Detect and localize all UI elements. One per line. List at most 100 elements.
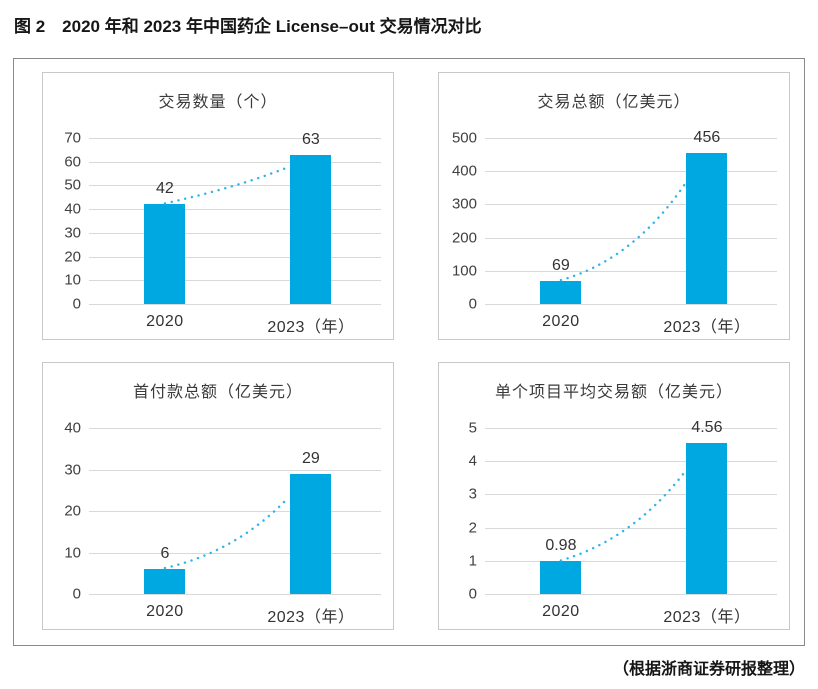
gridline — [89, 185, 381, 187]
bar-2023 — [686, 152, 728, 304]
trend-dotted-line — [163, 165, 290, 205]
x-axis: 2020 2023（年） — [89, 603, 381, 626]
gridline — [485, 428, 777, 429]
bar-2020 — [144, 204, 186, 304]
y-tick-label: 500 — [451, 129, 477, 147]
x-axis: 2020 2023（年） — [485, 603, 777, 626]
x-tick-label: 2023（年） — [663, 609, 751, 626]
bar-2020 — [540, 281, 582, 304]
x-axis: 2020 2023（年） — [89, 313, 381, 336]
plot-area: 0.98 4.56 — [485, 419, 777, 595]
gridline — [485, 494, 777, 496]
gridline — [485, 171, 777, 173]
gridline — [485, 270, 777, 272]
chart-title: 首付款总额（亿美元） — [132, 384, 303, 401]
gridline — [485, 461, 777, 463]
data-label: 63 — [302, 130, 320, 148]
y-axis: 0 10 20 30 40 50 60 70 — [43, 130, 89, 313]
y-tick-label: 10 — [64, 544, 81, 561]
gridline — [89, 594, 381, 595]
source-note: （根据浙商证券研报整理） — [612, 661, 805, 678]
x-tick-label: 2020 — [542, 603, 580, 620]
y-tick-label: 300 — [451, 195, 477, 213]
gridline — [485, 594, 777, 595]
y-axis: 0 1 2 3 4 5 — [439, 420, 485, 603]
gridline — [89, 280, 381, 282]
x-axis: 2020 2023（年） — [485, 313, 777, 336]
figure-border-box: 交易数量（个） 0 10 20 30 40 50 60 70 42 63 2020 2023（年）… — [13, 58, 805, 646]
bar-2020 — [144, 569, 186, 594]
data-label: 4.56 — [691, 418, 723, 436]
chart-title: 单个项目平均交易额（亿美元） — [494, 384, 733, 401]
figure-caption: 图 2 2020 年和 2023 年中国药企 License–out 交易情况对… — [14, 17, 482, 36]
chart-title: 交易总额（亿美元） — [537, 94, 691, 111]
y-tick-label: 20 — [64, 502, 81, 520]
y-tick-label: 0 — [72, 585, 81, 603]
x-tick-label: 2020 — [542, 313, 580, 330]
y-tick-label: 70 — [64, 129, 81, 147]
gridline — [89, 511, 381, 512]
data-label: 456 — [693, 128, 721, 146]
chart-body: 0 1 2 3 4 5 0.98 4.56 — [439, 419, 789, 603]
plot-area: 69 456 — [485, 129, 777, 305]
data-label: 29 — [302, 449, 320, 467]
y-axis: 0 10 20 30 40 — [43, 420, 89, 603]
y-tick-label: 3 — [468, 485, 477, 503]
y-tick-label: 2 — [468, 519, 477, 537]
y-tick-label: 10 — [64, 271, 81, 289]
x-tick-label: 2023（年） — [267, 319, 355, 336]
data-label: 42 — [156, 180, 174, 198]
data-label: 0.98 — [545, 537, 577, 555]
y-tick-label: 50 — [64, 176, 81, 194]
trend-dotted-line — [559, 183, 686, 282]
y-tick-label: 1 — [468, 552, 477, 570]
y-tick-label: 0 — [72, 295, 81, 313]
gridline — [485, 304, 777, 305]
plot-area: 42 63 — [89, 131, 381, 305]
y-tick-label: 0 — [468, 585, 477, 603]
gridline — [89, 209, 381, 211]
chart-body: 0 10 20 30 40 6 29 — [43, 420, 393, 603]
trend-dotted-line — [559, 471, 686, 562]
x-tick-label: 2020 — [146, 313, 184, 330]
data-label: 69 — [552, 257, 570, 275]
y-tick-label: 30 — [64, 224, 81, 242]
y-tick-label: 40 — [64, 419, 81, 437]
y-tick-label: 100 — [451, 262, 477, 280]
bar-2023 — [290, 154, 332, 304]
gridline — [89, 256, 381, 258]
plot-area: 6 29 — [89, 428, 381, 595]
chart-panel-4: 单个项目平均交易额（亿美元） 0 1 2 3 4 5 0.98 4.56 2020 2023（… — [438, 362, 790, 630]
chart-panel-3: 首付款总额（亿美元） 0 10 20 30 40 6 29 2020 2023（年） — [42, 362, 394, 630]
gridline — [485, 527, 777, 529]
y-tick-label: 5 — [468, 419, 477, 437]
gridline — [485, 237, 777, 239]
y-tick-label: 40 — [64, 200, 81, 218]
bar-2020 — [540, 561, 582, 594]
gridline — [89, 552, 381, 554]
gridline — [89, 304, 381, 305]
bar-2023 — [290, 473, 332, 594]
chart-body: 0 10 20 30 40 50 60 70 42 63 — [43, 130, 393, 313]
chart-panel-2: 交易总额（亿美元） 0 100 200 300 400 500 69 456 2020 202… — [438, 72, 790, 340]
y-tick-label: 200 — [451, 229, 477, 247]
gridline — [89, 469, 381, 471]
y-tick-label: 0 — [468, 295, 477, 313]
y-tick-label: 60 — [64, 153, 81, 171]
gridline — [89, 428, 381, 429]
x-tick-label: 2020 — [146, 603, 184, 620]
data-label: 6 — [160, 545, 170, 563]
x-tick-label: 2023（年） — [267, 609, 355, 626]
gridline — [89, 232, 381, 234]
y-tick-label: 20 — [64, 248, 81, 266]
gridline — [485, 560, 777, 562]
y-tick-label: 30 — [64, 461, 81, 478]
y-tick-label: 4 — [468, 452, 477, 470]
gridline — [485, 138, 777, 139]
charts-grid: 交易数量（个） 0 10 20 30 40 50 60 70 42 63 2020 2023（年）… — [14, 59, 804, 645]
bar-2023 — [686, 442, 728, 594]
gridline — [89, 138, 381, 139]
gridline — [485, 204, 777, 206]
x-tick-label: 2023（年） — [663, 319, 751, 336]
chart-title: 交易数量（个） — [158, 94, 278, 111]
